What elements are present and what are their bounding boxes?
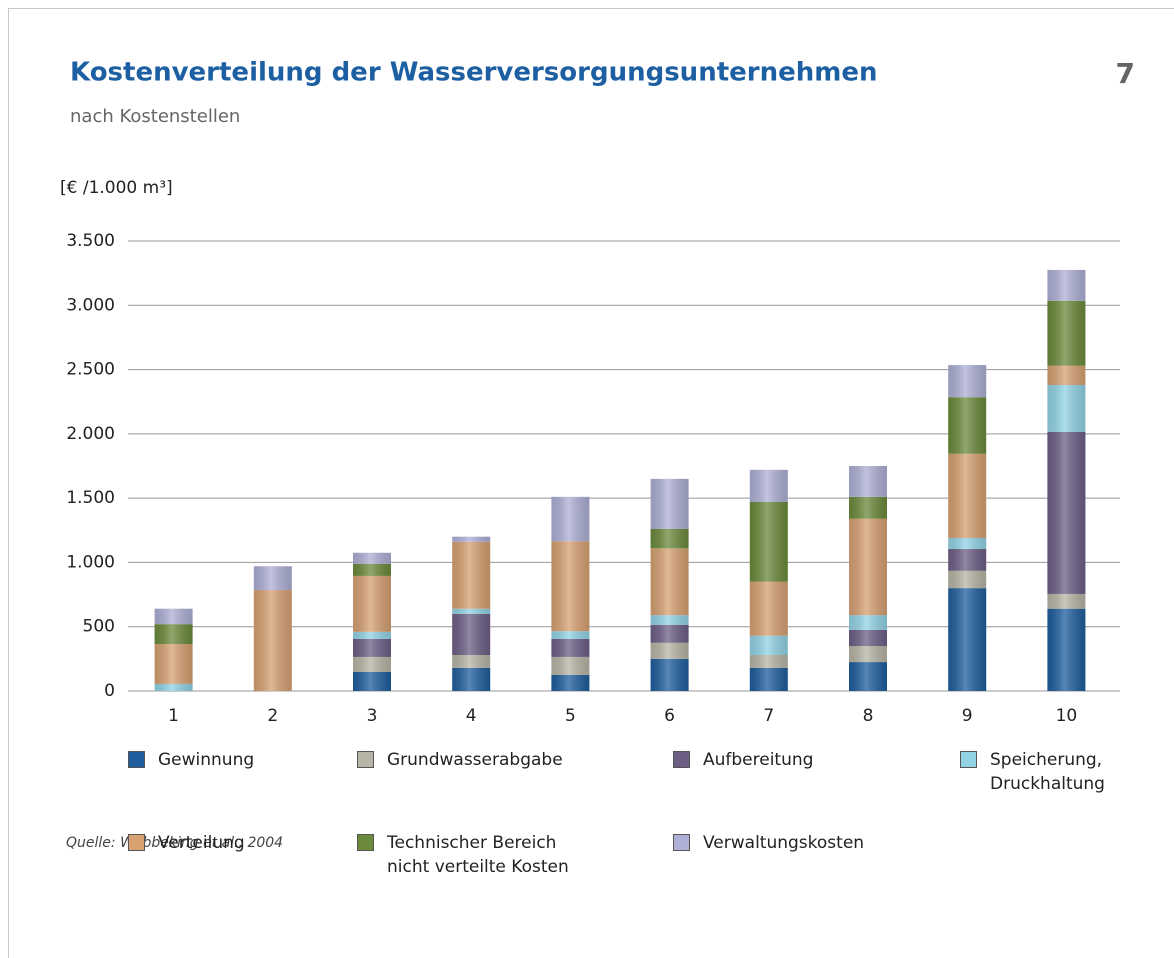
bar-sheen [849,662,887,691]
legend-label: Verwaltungskosten [703,833,865,853]
y-tick-label: 500 [83,617,115,637]
bar-sheen [650,658,689,691]
bar-sheen [849,646,887,663]
bar-sheen [452,608,491,614]
bar-sheen [849,518,887,616]
page-number: 7 [1116,57,1135,90]
frame [8,8,1174,958]
y-axis-label: [€ /1.000 m³] [60,178,173,198]
bar-sheen [749,655,788,668]
x-tick-label: 4 [466,706,477,726]
y-tick-label: 1.000 [66,552,115,572]
bar-sheen [849,466,887,497]
bar-sheen [849,615,887,630]
bar-sheen [154,683,193,691]
bar-sheen [948,538,987,549]
legend-swatch [673,751,690,768]
bar-sheen [154,624,193,645]
bar-sheen [948,570,987,589]
x-tick-label: 3 [367,706,378,726]
y-tick-label: 0 [104,681,115,701]
bar-sheen [154,644,193,684]
y-tick-label: 3.500 [66,231,115,251]
bar-sheen [452,613,491,655]
bar-sheen [650,478,689,529]
bar-sheen [650,642,689,659]
bar-sheen [551,496,590,542]
legend-label: Technischer Bereich nicht verteilte Kost… [387,833,569,877]
x-tick-label: 5 [565,706,576,726]
legend-swatch [960,751,977,768]
bar-sheen [650,548,689,616]
bar-sheen [1047,431,1086,594]
source: Quelle: Wöbbeking et al., 2004 [66,835,283,851]
bar-sheen [749,469,788,502]
bar-sheen [253,566,292,591]
bar-sheen [154,608,193,625]
legend-label: Gewinnung [158,750,255,770]
bar-sheen [749,635,788,655]
legend-swatch [357,834,374,851]
bar-sheen [948,365,987,398]
bar-sheen [650,615,689,625]
bar-sheen [353,563,391,576]
legend-label: Verteilung [158,833,245,853]
bar-sheen [551,541,590,632]
bar-sheen [452,667,491,691]
bar-sheen [948,397,987,454]
x-tick-label: 7 [763,706,774,726]
bar-sheen [1047,269,1086,301]
bar-sheen [749,581,788,636]
bar-sheen [849,496,887,519]
bar-sheen [948,588,987,691]
legend-swatch [357,751,374,768]
bar-sheen [749,667,788,691]
legend-label: Grundwasserabgabe [387,750,563,770]
bar-sheen [353,631,391,639]
x-tick-label: 1 [168,706,179,726]
bar-sheen [551,638,590,657]
x-tick-label: 6 [664,706,675,726]
bar-sheen [650,624,689,643]
bar-sheen [353,656,391,672]
bar-sheen [1047,365,1086,385]
y-tick-label: 3.000 [66,295,115,315]
legend-swatch [128,751,145,768]
bar-sheen [1047,385,1086,432]
bar-sheen [253,590,292,691]
bar-sheen [452,655,491,668]
bar-sheen [849,629,887,646]
bar-sheen [353,638,391,657]
x-tick-label: 8 [863,706,874,726]
bar-sheen [353,552,391,564]
bar-sheen [948,548,987,571]
bar-sheen [1047,608,1086,691]
bar-sheen [749,502,788,582]
legend-swatch [128,834,145,851]
bar-sheen [353,671,391,691]
legend-swatch [673,834,690,851]
bar-sheen [650,529,689,549]
bar-sheen [551,656,590,675]
y-tick-label: 2.500 [66,360,115,380]
bar-sheen [353,575,391,632]
bar-sheen [452,541,491,609]
chart-title: Kostenverteilung der Wasserversorgungsun… [70,58,877,88]
y-tick-label: 1.500 [66,488,115,508]
legend-label: Speicherung, Druckhaltung [990,750,1105,794]
bar-sheen [551,631,590,639]
bar-sheen [948,453,987,538]
bar-sheen [1047,593,1086,609]
bar-sheen [551,674,590,691]
subtitle: nach Kostenstellen [70,106,240,127]
bar-sheen [1047,300,1086,366]
x-tick-label: 2 [267,706,278,726]
x-tick-label: 9 [962,706,973,726]
legend-label: Aufbereitung [703,750,814,770]
x-tick-label: 10 [1056,706,1078,726]
y-tick-label: 2.000 [66,424,115,444]
bar-sheen [452,536,491,542]
